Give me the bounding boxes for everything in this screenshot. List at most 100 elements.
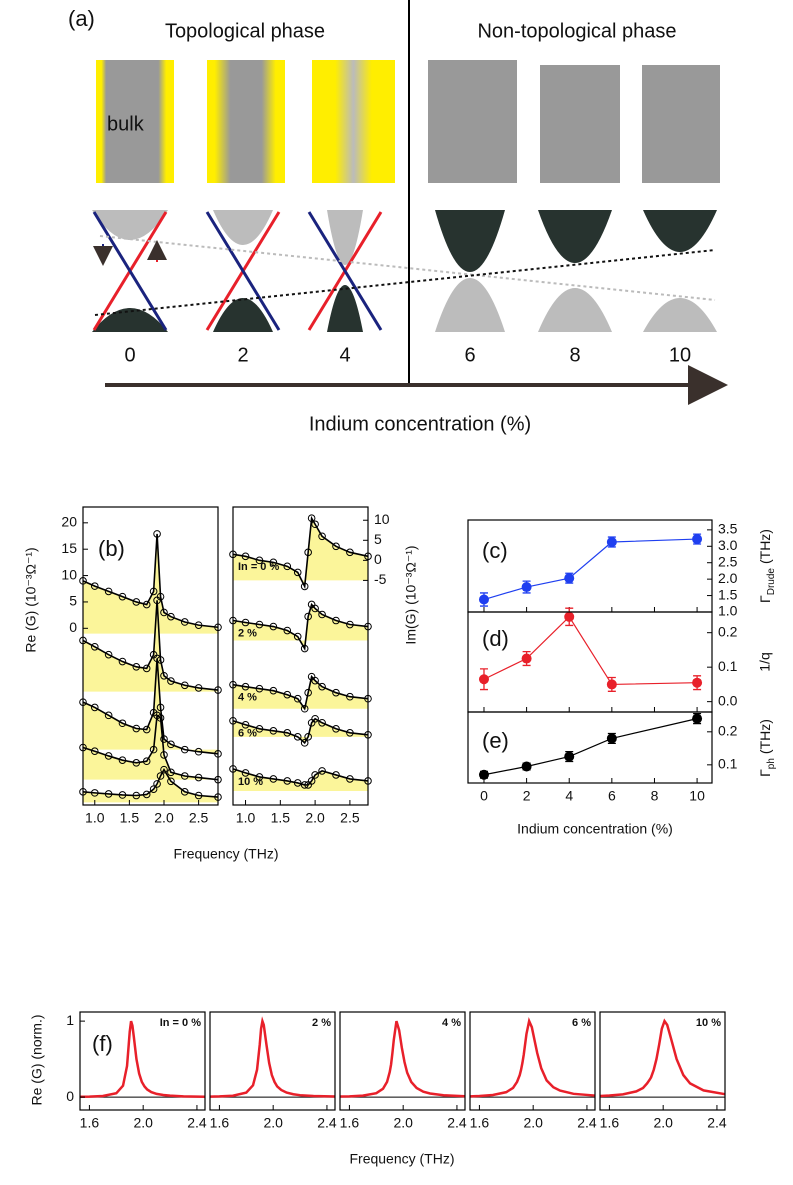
chart-panel: 2 % 1.6 2.0 2.4 <box>210 1012 337 1131</box>
band <box>327 210 363 265</box>
band <box>538 210 612 263</box>
series-label: 4 % <box>238 692 257 704</box>
data-point <box>479 595 489 605</box>
band <box>643 210 717 252</box>
x-tick-label: 2.4 <box>187 1115 207 1131</box>
y-tick-label: 1.5 <box>718 586 738 602</box>
series-label: In = 0 % <box>238 561 279 573</box>
band <box>435 210 505 272</box>
phase-title: Topological phase <box>165 20 325 42</box>
y-tick-label: 0.1 <box>718 658 738 674</box>
y-tick-label: 0 <box>69 619 77 635</box>
axis-title: Re (G) (norm.) <box>29 1015 45 1106</box>
chart-panel: 0.00.10.2(d)1/q <box>468 608 773 712</box>
axis-title: Frequency (THz) <box>349 1151 454 1167</box>
y-tick-label: 3.0 <box>718 537 738 553</box>
panel-label: (b) <box>98 536 125 561</box>
x-tick-label: 1.5 <box>120 810 140 826</box>
data-point <box>479 674 489 684</box>
x-tick-label: 1.0 <box>85 810 105 826</box>
band-diagrams <box>92 210 717 332</box>
series-label: 6 % <box>238 728 257 740</box>
axis-title-unit: (THz) <box>757 719 773 754</box>
series-label: 2 % <box>238 627 257 639</box>
y-tick-label: 0 <box>66 1088 74 1104</box>
x-tick-label: 2.0 <box>263 1115 283 1131</box>
x-tick-label: 2.0 <box>133 1115 153 1131</box>
concentration-label: 0 <box>124 344 135 366</box>
y-tick-label: -5 <box>374 571 387 587</box>
bulk-label: bulk <box>107 113 145 135</box>
bulk-block <box>428 60 517 183</box>
band <box>435 278 505 332</box>
axis-title-unit: (THz) <box>757 529 773 564</box>
x-tick-label: 2.4 <box>317 1115 337 1131</box>
series-label: 6 % <box>572 1017 591 1029</box>
x-tick-label: 0 <box>480 788 488 804</box>
x-tick-label: 2.0 <box>393 1115 413 1131</box>
guide-line <box>100 236 715 300</box>
x-tick-label: 10 <box>689 788 705 804</box>
data-point <box>607 733 617 743</box>
x-tick-label: 4 <box>565 788 573 804</box>
series-line <box>340 1021 465 1096</box>
series-line <box>484 539 697 599</box>
series-label: 10 % <box>238 776 263 788</box>
chart-panel: 1.01.52.02.53.03.5(c)ΓDrude(THz) <box>468 520 777 619</box>
x-tick-label: 1.6 <box>340 1115 360 1131</box>
bulk-block <box>540 65 620 183</box>
band <box>213 210 273 245</box>
x-tick-label: 2.4 <box>447 1115 467 1131</box>
y-tick-label: 0.1 <box>718 756 738 772</box>
figure: (a) Topological phase Non-topological ph… <box>0 0 793 1185</box>
x-tick-label: 2.0 <box>653 1115 673 1131</box>
x-tick-label: 2.5 <box>340 810 360 826</box>
x-tick-label: 8 <box>651 788 659 804</box>
data-point <box>607 537 617 547</box>
y-tick-label: 20 <box>61 514 77 530</box>
x-tick-label: 1.6 <box>80 1115 100 1131</box>
bulk-block <box>642 65 720 183</box>
y-tick-label: 10 <box>374 511 390 527</box>
data-point <box>607 679 617 689</box>
x-tick-label: 1.6 <box>210 1115 230 1131</box>
series-label: 2 % <box>312 1017 331 1029</box>
data-point <box>692 534 702 544</box>
axis-title-sub: ph <box>766 758 777 769</box>
x-tick-label: 2.4 <box>707 1115 727 1131</box>
series-label: 10 % <box>696 1017 721 1029</box>
x-tick-label: 2.0 <box>154 810 174 826</box>
x-tick-label: 1.5 <box>271 810 291 826</box>
data-point <box>564 573 574 583</box>
series-line <box>600 1021 725 1096</box>
band <box>92 308 168 332</box>
area-fill <box>233 518 368 586</box>
x-tick-label: 2.0 <box>523 1115 543 1131</box>
band <box>538 288 612 332</box>
y-tick-label: 2.0 <box>718 570 738 586</box>
panel-label: (c) <box>482 538 508 563</box>
panel-frame <box>468 520 712 612</box>
panel-label: (a) <box>68 6 95 31</box>
data-point <box>522 582 532 592</box>
y-tick-label: 0.0 <box>718 692 738 708</box>
y-tick-label: 5 <box>69 593 77 609</box>
data-point <box>692 714 702 724</box>
series-line <box>484 719 697 775</box>
x-tick-label: 2.0 <box>305 810 325 826</box>
y-tick-label: 1 <box>66 1012 74 1028</box>
axis-title-sub: Drude <box>766 568 777 596</box>
x-tick-label: 2.4 <box>577 1115 597 1131</box>
x-tick-label: 2 <box>523 788 531 804</box>
x-tick-label: 6 <box>608 788 616 804</box>
axis-title: ΓDrude(THz) <box>757 529 777 603</box>
series-label: 4 % <box>442 1017 461 1029</box>
data-point <box>564 752 574 762</box>
guide-line <box>95 250 715 315</box>
axis-title: Indium concentration (%) <box>517 821 673 837</box>
y-tick-label: 5 <box>374 531 382 547</box>
chart-panel: In = 0 %2 %4 %6 %10 %1.01.52.02.5-50510I… <box>230 507 419 826</box>
panel-label: (e) <box>482 728 509 753</box>
phase-title: Non-topological phase <box>477 20 676 42</box>
axis-title: Im(G) (10⁻³Ω⁻¹) <box>403 545 419 644</box>
